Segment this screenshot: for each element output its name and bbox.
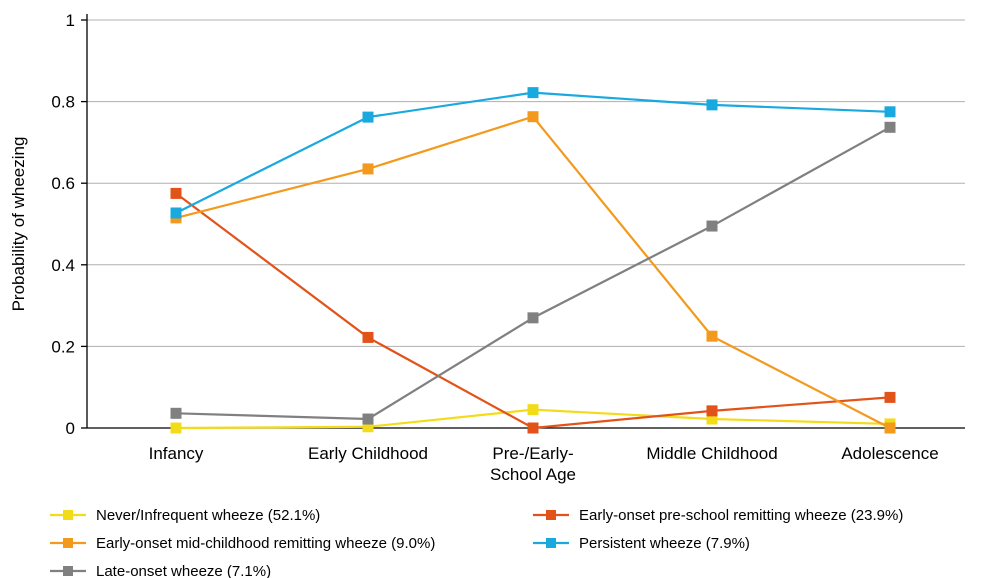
point-1-1	[362, 331, 374, 343]
legend-item-2: Early-onset mid-childhood remitting whee…	[50, 535, 435, 552]
legend-swatch-marker-4	[63, 566, 73, 576]
legend-label-2: Early-onset mid-childhood remitting whee…	[96, 535, 435, 552]
x-tick-label-0-0: Infancy	[149, 444, 204, 463]
series-3	[170, 87, 896, 219]
series-1	[170, 187, 896, 434]
point-4-1	[362, 413, 374, 425]
point-1-3	[706, 405, 718, 417]
series-line-3	[175, 91, 891, 214]
legend-item-4: Late-onset wheeze (7.1%)	[50, 563, 271, 578]
point-1-4	[884, 391, 896, 403]
point-3-3	[706, 99, 718, 111]
point-1-0	[170, 187, 182, 199]
y-tick-labels: 0 0.2 0.4 0.6 0.8 1	[51, 11, 75, 438]
point-3-2	[527, 87, 539, 99]
point-4-3	[706, 220, 718, 232]
point-0-0	[170, 422, 182, 434]
y-tick-label-1: 0.2	[51, 337, 75, 356]
legend-label-4: Late-onset wheeze (7.1%)	[96, 563, 271, 578]
legend-item-0: Never/Infrequent wheeze (52.1%)	[50, 507, 320, 524]
point-2-1	[362, 163, 374, 175]
series-line-2	[175, 115, 891, 429]
x-tick-labels: Infancy Early Childhood Pre-/Early- School …	[149, 444, 939, 484]
y-tick-label-2: 0.4	[51, 256, 75, 275]
legend-swatch-marker-0	[63, 510, 73, 520]
y-axis-title: Probability of wheezing	[9, 137, 28, 312]
point-2-4	[884, 422, 896, 434]
legend-label-0: Never/Infrequent wheeze (52.1%)	[96, 507, 320, 524]
legend-item-3: Persistent wheeze (7.9%)	[533, 535, 750, 552]
point-0-3	[706, 413, 718, 425]
x-tick-label-4-0: Adolescence	[841, 444, 938, 463]
x-tick-label-2-0: Pre-/Early-	[492, 444, 573, 463]
legend: Never/Infrequent wheeze (52.1%) Early-ons…	[50, 507, 903, 578]
series-line-1	[175, 192, 891, 430]
point-2-2	[527, 111, 539, 123]
point-4-2	[527, 312, 539, 324]
x-tick-label-3-0: Middle Childhood	[646, 444, 777, 463]
series-2	[170, 111, 896, 434]
legend-label-3: Persistent wheeze (7.9%)	[579, 535, 750, 552]
legend-swatch-marker-1	[546, 510, 556, 520]
legend-item-1: Early-onset pre-school remitting wheeze …	[533, 507, 903, 524]
point-2-3	[706, 330, 718, 342]
x-tick-label-2-1: School Age	[490, 465, 576, 484]
point-3-0	[170, 207, 182, 219]
point-1-2	[527, 422, 539, 434]
point-3-1	[362, 111, 374, 123]
point-0-1	[362, 421, 374, 433]
point-3-4	[884, 106, 896, 118]
grid-lines	[87, 19, 965, 347]
point-4-4	[884, 121, 896, 133]
y-tick-label-3: 0.6	[51, 174, 75, 193]
y-tick-label-5: 1	[66, 11, 75, 30]
y-tick-label-0: 0	[66, 419, 75, 438]
legend-swatch-marker-3	[546, 538, 556, 548]
series-lines	[170, 87, 896, 434]
x-tick-label-1-0: Early Childhood	[308, 444, 428, 463]
series-4	[170, 121, 896, 425]
legend-swatch-marker-2	[63, 538, 73, 548]
legend-label-1: Early-onset pre-school remitting wheeze …	[579, 507, 903, 524]
point-0-2	[527, 404, 539, 416]
point-4-0	[170, 407, 182, 419]
y-tick-label-4: 0.8	[51, 93, 75, 112]
